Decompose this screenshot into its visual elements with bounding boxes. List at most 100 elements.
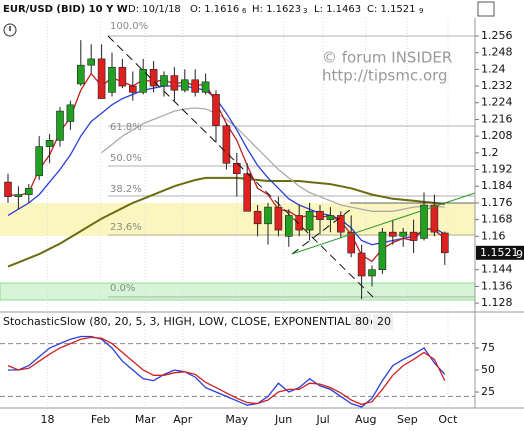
fib-label: 23.6% (110, 222, 142, 233)
y-tick-label: 1.208 (481, 129, 513, 142)
watermark: http://tipsmc.org (322, 67, 448, 85)
candle-body (87, 58, 95, 66)
x-tick-label: Feb (91, 413, 110, 426)
y-tick-label: 1.136 (481, 279, 513, 292)
trendline (107, 35, 374, 298)
candle-body (336, 215, 345, 233)
y-tick-label: 1.16 (481, 229, 506, 242)
header-bar (0, 0, 524, 18)
alert-icon[interactable] (3, 23, 17, 37)
level-box (373, 314, 393, 330)
candle-body (326, 215, 335, 220)
y-tick-label: 25 (481, 385, 495, 398)
candle-body (347, 231, 356, 254)
candle-body (284, 215, 293, 237)
icon[interactable] (477, 1, 495, 17)
moving-average (7, 72, 446, 263)
candle-body (160, 75, 168, 87)
candle-body (388, 231, 397, 237)
candle-body (264, 206, 272, 225)
price-tag (476, 245, 524, 260)
candle-body (357, 252, 366, 277)
level-label: 80 (355, 315, 369, 328)
y-tick-label: 1.2 (481, 146, 499, 159)
y-tick-label: 1.192 (481, 163, 513, 176)
close: C: 1.1521 (367, 4, 416, 15)
y-tick-label: 1.216 (481, 112, 513, 125)
y-tick-label: 1.232 (481, 79, 513, 92)
candle-body (108, 66, 116, 93)
pipette: 3 (303, 7, 307, 15)
candle-body (420, 204, 428, 239)
candle-body (97, 58, 106, 99)
candle-body (409, 231, 418, 241)
candle-body (139, 69, 147, 93)
open: O: 1.1616 (190, 4, 239, 15)
fib-label: 61.8% (110, 122, 142, 133)
candle-body (56, 110, 64, 141)
pipette: 9 (516, 248, 523, 261)
fib-label: 0.0% (110, 283, 135, 294)
x-tick-label: Oct (438, 413, 458, 426)
y-tick-label: 1.176 (481, 196, 513, 209)
y-tick-label: 1.248 (481, 46, 513, 59)
level-box (351, 314, 371, 330)
candle-body (181, 79, 189, 91)
fib-label: 100.0% (110, 21, 148, 32)
grid (47, 18, 449, 408)
fib-label: 38.2% (110, 184, 142, 195)
candle-body (378, 231, 387, 271)
date: D: 10/1/18 (128, 4, 181, 15)
candle-body (399, 231, 408, 237)
candle-body (295, 215, 304, 231)
x-tick-label: May (225, 413, 248, 426)
x-tick-label: Apr (173, 413, 193, 426)
candle-body (66, 104, 75, 122)
candle-body (24, 188, 33, 195)
y-tick-label: 1.184 (481, 179, 513, 192)
y-tick-label: 1.224 (481, 96, 513, 109)
level-label: 20 (377, 315, 391, 328)
y-tick-label: 1.128 (481, 296, 513, 309)
symbol: EUR/USD (BID) 10 Y W (3, 4, 128, 15)
fib-band (0, 282, 476, 301)
high: H: 1.1623 (252, 4, 301, 15)
candle-body (118, 66, 127, 87)
candle-body (274, 206, 283, 231)
candle-body (368, 269, 376, 277)
plot (4, 40, 449, 299)
x-tick-label: Sep (397, 413, 418, 426)
y-tick-label: 1.256 (481, 29, 513, 42)
y-tick-label: 75 (481, 341, 495, 354)
stochastic-line (7, 336, 446, 406)
candle-body (77, 64, 85, 85)
price-tag-label: 1.1521 (480, 246, 519, 259)
pipette: 6 (242, 7, 247, 15)
candle-body (440, 232, 449, 254)
x-tick-label: Jun (274, 413, 292, 426)
candle-body (4, 181, 12, 197)
candle-body (222, 125, 231, 164)
candle-body (45, 140, 54, 147)
x-tick-label: Jul (315, 413, 329, 426)
x-tick-label: 18 (41, 413, 55, 426)
x-tick-label: Mar (135, 413, 156, 426)
fib-lines (108, 35, 475, 298)
candle-body (35, 146, 44, 177)
y-tick-label: 1.168 (481, 213, 513, 226)
candle-body (253, 210, 262, 225)
indicator-title: StochasticSlow (80, 20, 5, 3, HIGH, LOW,… (3, 315, 377, 328)
moving-average (7, 85, 446, 246)
fib-band (0, 203, 475, 236)
candle-body (14, 194, 23, 197)
y-tick-label: 1.144 (481, 263, 513, 276)
watermark: © forum INSIDER (322, 49, 452, 67)
y-tick-label: 1.24 (481, 62, 506, 75)
moving-average (7, 176, 445, 268)
candle-body (129, 85, 137, 93)
candle-body (212, 94, 220, 126)
candle-body (305, 210, 314, 231)
candle-body (170, 75, 179, 91)
candle-body (233, 162, 241, 175)
